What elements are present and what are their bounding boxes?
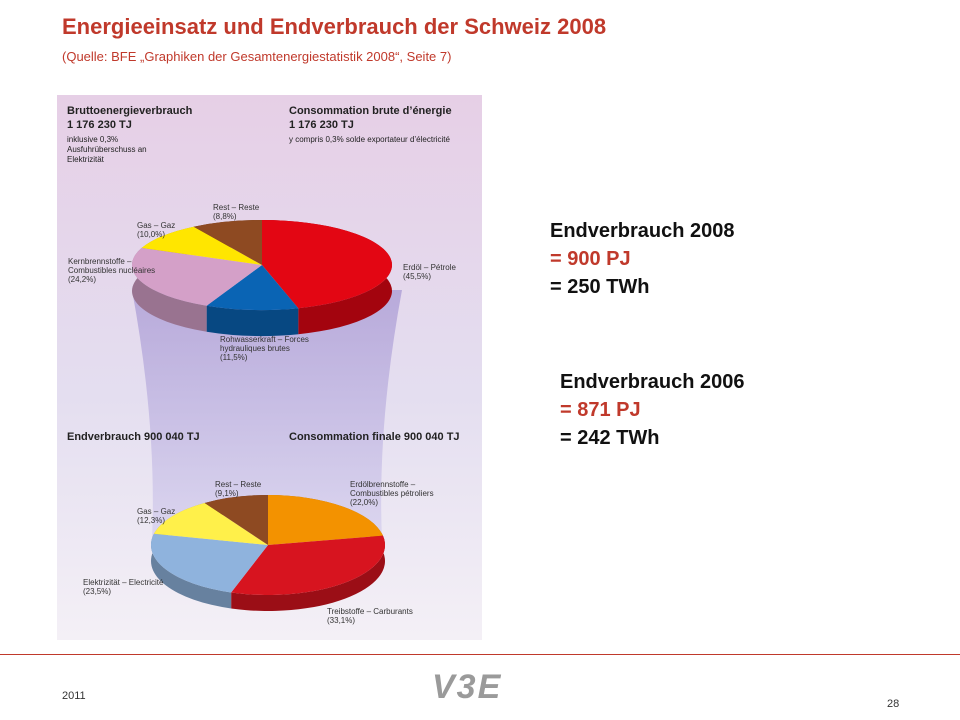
slice-value: (45,5%) xyxy=(403,272,432,281)
figure: Bruttoenergieverbrauch 1 176 230 TJ inkl… xyxy=(57,95,482,640)
footer-rule xyxy=(0,654,960,655)
slice-name: Erdölbrennstoffe – Combustibles pétrolie… xyxy=(350,480,434,498)
pie-slice-side xyxy=(150,533,232,609)
slice-label: Rest – Reste (8,8%) xyxy=(213,203,273,221)
side-block: Endverbrauch 2006 = 871 PJ = 242 TWh xyxy=(560,368,745,452)
footer-logo: V3E xyxy=(432,668,503,706)
de-title: Bruttoenergieverbrauch xyxy=(67,105,193,117)
slice-label: Gas – Gaz (12,3%) xyxy=(137,507,187,525)
side-pj: = 900 PJ xyxy=(550,248,631,270)
slice-value: (33,1%) xyxy=(327,616,356,625)
slice-name: Treibstoffe – Carburants xyxy=(327,607,413,616)
de-total: 1 176 230 TJ xyxy=(67,119,132,131)
side-title: Endverbrauch 2006 xyxy=(560,371,745,393)
slice-value: (11,5%) xyxy=(220,353,248,362)
slice-value: (22,0%) xyxy=(350,498,379,507)
side-block: Endverbrauch 2008 = 900 PJ = 250 TWh xyxy=(550,217,735,301)
fr-total: 1 176 230 TJ xyxy=(289,119,354,131)
pie-slice xyxy=(141,226,262,265)
slice-label: Kernbrennstoffe – Combustibles nucléaire… xyxy=(68,257,163,284)
pie-slice xyxy=(206,265,299,310)
pie-slice-side xyxy=(206,305,299,336)
fr-note: y compris 0,3% solde exportateur d’élect… xyxy=(289,135,450,144)
slice-label: Erdölbrennstoffe – Combustibles pétrolie… xyxy=(350,480,450,507)
side-pj: = 871 PJ xyxy=(560,399,641,421)
slice-name: Gas – Gaz xyxy=(137,221,176,230)
slice-name: Gas – Gaz xyxy=(137,507,176,516)
pie-slice xyxy=(262,220,392,309)
slice-value: (9,1%) xyxy=(215,489,239,498)
funnel xyxy=(132,290,402,540)
slice-name: Elektrizität – Electricité xyxy=(83,578,164,587)
slice-label: Elektrizität – Electricité (23,5%) xyxy=(83,578,173,596)
pie-slice xyxy=(150,533,268,593)
pie-slice xyxy=(268,495,383,545)
slice-label: Treibstoffe – Carburants (33,1%) xyxy=(327,607,447,625)
figure-graphics xyxy=(57,95,482,640)
pie-slice xyxy=(231,535,385,595)
side-twh: = 242 TWh xyxy=(560,427,660,449)
pie-slice xyxy=(193,220,262,265)
pie-slice-side xyxy=(131,247,207,332)
pie-slice xyxy=(131,247,262,306)
slice-name: Kernbrennstoffe – Combustibles nucléaire… xyxy=(68,257,156,275)
slide-subtitle: (Quelle: BFE „Graphiken der Gesamtenergi… xyxy=(62,49,452,64)
pie-slice-side xyxy=(231,535,386,611)
slice-name: Erdöl – Pétrole xyxy=(403,263,456,272)
de-note: inklusive 0,3% Ausfuhrüberschuss an Elek… xyxy=(67,135,147,164)
slice-name: Rest – Reste xyxy=(215,480,262,489)
footer-year: 2011 xyxy=(62,690,86,702)
slice-label: Rest – Reste (9,1%) xyxy=(215,480,270,498)
footer-page: 28 xyxy=(887,698,900,710)
fr-title: Consommation brute d’énergie xyxy=(289,105,452,117)
slice-value: (24,2%) xyxy=(68,275,97,284)
slice-value: (12,3%) xyxy=(137,516,166,525)
slice-name: Rohwasserkraft – Forces hydrauliques bru… xyxy=(220,335,309,353)
de-title-2: Endverbrauch 900 040 TJ xyxy=(67,431,200,443)
side-title: Endverbrauch 2008 xyxy=(550,220,735,242)
pie-slice xyxy=(204,495,268,545)
slide-title: Energieeinsatz und Endverbrauch der Schw… xyxy=(62,14,607,39)
slice-value: (23,5%) xyxy=(83,587,112,596)
fr-title-2: Consommation finale 900 040 TJ xyxy=(289,431,460,443)
slice-value: (8,8%) xyxy=(213,212,237,221)
slice-label: Erdöl – Pétrole (45,5%) xyxy=(403,263,473,281)
side-twh: = 250 TWh xyxy=(550,276,650,298)
slice-name: Rest – Reste xyxy=(213,203,260,212)
slice-label: Gas – Gaz (10,0%) xyxy=(137,221,197,239)
slice-label: Rohwasserkraft – Forces hydrauliques bru… xyxy=(220,335,330,362)
slice-value: (10,0%) xyxy=(137,230,166,239)
pie-slice xyxy=(153,502,268,545)
